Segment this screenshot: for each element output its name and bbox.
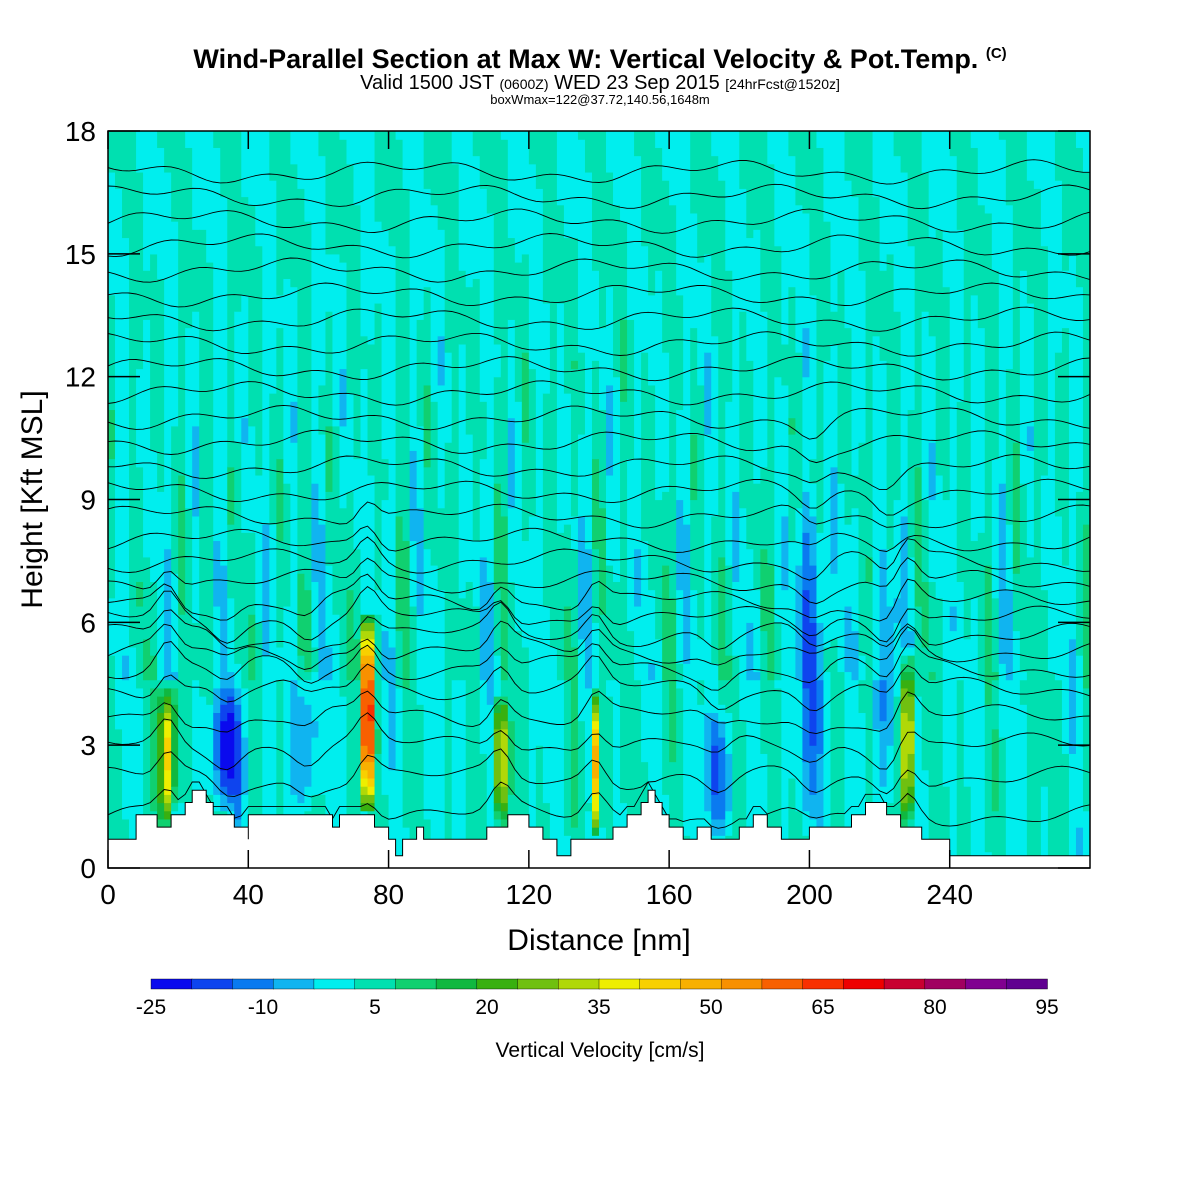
y-tick-label: 12 bbox=[65, 362, 96, 393]
isentrope-line bbox=[108, 748, 1090, 798]
isentrope-line bbox=[108, 601, 1090, 653]
colorbar-swatch bbox=[476, 978, 519, 990]
colorbar-swatch bbox=[435, 978, 478, 990]
colorbar-swatch bbox=[395, 978, 437, 990]
colorbar-swatch bbox=[680, 978, 722, 990]
x-tick-label: 80 bbox=[373, 879, 404, 910]
colorbar: -25 -10 5 20 35 50 65 80 95 bbox=[136, 978, 1059, 1019]
valid-utc: (0600Z) bbox=[499, 76, 549, 92]
colorbar-tick-label: 20 bbox=[475, 996, 498, 1019]
colorbar-swatch bbox=[802, 978, 845, 990]
colorbar-swatch bbox=[1006, 978, 1048, 990]
x-tick-label: 240 bbox=[926, 879, 973, 910]
valid-time-line: Valid 1500 JST (0600Z) WED 23 Sep 2015 [… bbox=[0, 72, 1200, 95]
isentrope-line bbox=[108, 655, 1090, 712]
x-axis: 0 40 80 120 160 200 240 bbox=[100, 131, 973, 910]
isentrope-line bbox=[108, 356, 1090, 382]
isentrope-line bbox=[108, 208, 1090, 234]
y-tick-label: 3 bbox=[80, 730, 96, 761]
y-tick-label: 6 bbox=[80, 607, 96, 638]
y-tick-label: 0 bbox=[80, 853, 96, 884]
isentrope-line bbox=[108, 536, 1090, 581]
copyright-mark: (C) bbox=[985, 45, 1007, 62]
colorbar-swatch bbox=[354, 978, 397, 990]
colorbar-tick-label: 95 bbox=[1035, 996, 1058, 1019]
x-tick-label: 200 bbox=[786, 879, 833, 910]
chart-title-main: Wind-Parallel Section at Max W: Vertical… bbox=[193, 44, 979, 74]
isentrope-line bbox=[108, 712, 1090, 771]
isentrope-line bbox=[108, 641, 1090, 691]
colorbar-tick-label: 50 bbox=[699, 996, 722, 1019]
isentrope-line bbox=[108, 454, 1090, 491]
y-tick-label: 18 bbox=[65, 116, 96, 147]
colorbar-swatch bbox=[272, 978, 315, 990]
isentrope-line bbox=[108, 525, 1090, 553]
colorbar-swatch bbox=[883, 978, 926, 990]
isentrope-line bbox=[108, 331, 1090, 357]
x-tick-label: 120 bbox=[505, 879, 552, 910]
colorbar-tick-label: -10 bbox=[248, 996, 278, 1019]
colorbar-swatch bbox=[761, 978, 804, 990]
y-axis: 0 3 6 9 12 15 18 bbox=[65, 116, 1090, 884]
x-axis-label: Distance [nm] bbox=[507, 924, 690, 957]
isentrope-line bbox=[108, 781, 1090, 829]
colorbar-swatch bbox=[965, 978, 1007, 990]
valid-prefix: Valid 1500 JST bbox=[360, 72, 494, 94]
isentrope-line bbox=[108, 573, 1090, 622]
colorbar-swatch bbox=[558, 978, 600, 990]
colorbar-tick-label: 80 bbox=[923, 996, 946, 1019]
isentrope-line bbox=[108, 183, 1090, 210]
colorbar-swatch bbox=[191, 978, 234, 990]
colorbar-swatch bbox=[720, 978, 763, 990]
colorbar-swatch bbox=[517, 978, 559, 990]
x-tick-label: 40 bbox=[233, 879, 264, 910]
terrain-profile bbox=[107, 789, 1091, 869]
chart-title: Wind-Parallel Section at Max W: Vertical… bbox=[0, 44, 1200, 75]
valid-date: WED 23 Sep 2015 bbox=[554, 72, 720, 94]
terrain-mask bbox=[107, 789, 1091, 869]
colorbar-swatch bbox=[639, 978, 682, 990]
y-tick-label: 15 bbox=[65, 239, 96, 270]
box-info-line: boxWmax=122@37.72,140.56,1648m bbox=[0, 92, 1200, 107]
isentrope-line bbox=[108, 233, 1090, 259]
colorbar-swatch bbox=[598, 978, 641, 990]
colorbar-tick-label: 65 bbox=[811, 996, 834, 1019]
isentrope-line bbox=[108, 690, 1090, 735]
y-tick-label: 9 bbox=[80, 485, 96, 516]
isentrope-line bbox=[108, 404, 1090, 440]
isentrope-line bbox=[108, 429, 1090, 464]
forecast-info: [24hrFcst@1520z] bbox=[725, 76, 840, 92]
isentrope-line bbox=[108, 257, 1090, 283]
vertical-velocity-field bbox=[108, 131, 1090, 868]
isentrope-line bbox=[108, 620, 1090, 670]
isentrope-contours bbox=[108, 159, 1090, 829]
isentrope-line bbox=[108, 557, 1090, 605]
y-axis-label: Height [Kft MSL] bbox=[16, 390, 49, 608]
colorbar-tick-label: 35 bbox=[587, 996, 610, 1019]
isentrope-line bbox=[108, 501, 1090, 529]
isentrope-line bbox=[108, 586, 1090, 644]
isentrope-line bbox=[108, 478, 1090, 516]
colorbar-swatch bbox=[150, 978, 193, 990]
x-tick-label: 160 bbox=[646, 879, 693, 910]
x-tick-label: 0 bbox=[100, 879, 116, 910]
isentrope-line bbox=[108, 282, 1090, 308]
colorbar-swatch bbox=[924, 978, 967, 990]
colorbar-title: Vertical Velocity [cm/s] bbox=[496, 1039, 705, 1062]
colorbar-swatch bbox=[232, 978, 274, 990]
colorbar-tick-label: 5 bbox=[369, 996, 381, 1019]
box-info: boxWmax=122@37.72,140.56,1648m bbox=[490, 92, 710, 107]
colorbar-swatch bbox=[843, 978, 885, 990]
isentrope-line bbox=[108, 159, 1090, 185]
colorbar-tick-label: -25 bbox=[136, 996, 166, 1019]
isentrope-line bbox=[108, 306, 1090, 332]
colorbar-swatch bbox=[313, 978, 356, 990]
isentrope-line bbox=[108, 380, 1090, 406]
